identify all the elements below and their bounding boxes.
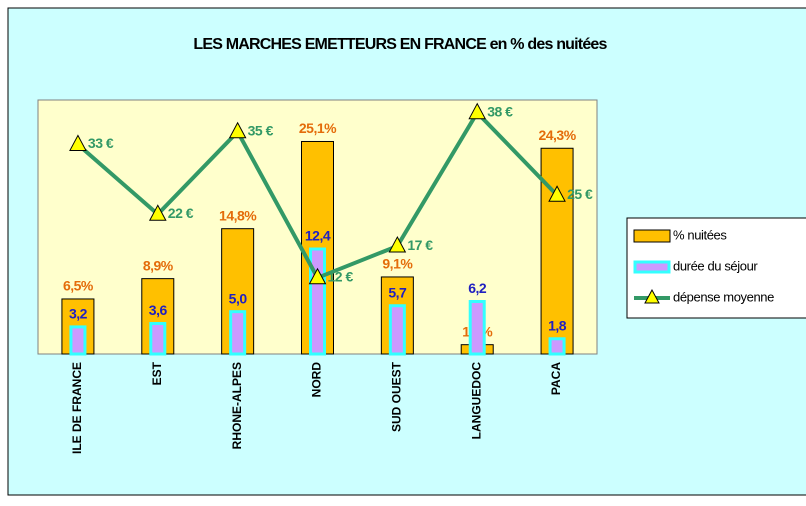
- bar: [468, 300, 486, 356]
- legend-label: % nuitées: [673, 227, 727, 242]
- data-label: 38 €: [487, 103, 513, 119]
- x-tick-label: ILE DE FRANCE: [70, 362, 84, 454]
- marker: [148, 204, 167, 221]
- marker: [548, 185, 566, 202]
- legend-swatch: [633, 260, 671, 274]
- legend-swatch: [644, 288, 660, 304]
- marker: [388, 235, 407, 253]
- data-label: 5,0: [229, 290, 248, 306]
- data-label: 33 €: [88, 135, 114, 151]
- data-label: 25 €: [567, 186, 593, 202]
- x-tick-label: SUD OUEST: [390, 361, 404, 432]
- data-label: 14,8%: [219, 207, 257, 223]
- marker: [308, 267, 327, 285]
- bar: [69, 325, 87, 356]
- x-tick-label: EST: [150, 361, 164, 385]
- legend-label: durée du séjour: [673, 258, 758, 273]
- data-label: 25,1%: [299, 120, 337, 136]
- data-label: 3,6: [149, 302, 168, 318]
- data-label: 8,9%: [143, 257, 174, 273]
- x-tick-label: NORD: [310, 362, 324, 398]
- data-label: 3,2: [69, 306, 88, 322]
- data-label: 17 €: [407, 237, 433, 253]
- data-label: 12,4: [305, 228, 331, 244]
- bar: [388, 304, 406, 356]
- data-label: 12 €: [328, 269, 354, 285]
- data-label: 24,3%: [538, 127, 576, 143]
- data-label: 22 €: [168, 205, 194, 221]
- x-tick-label: LANGUEDOC: [469, 362, 483, 440]
- data-label: 1,8: [548, 317, 567, 333]
- chart-title: LES MARCHES EMETTEURS EN FRANCE en % des…: [193, 36, 607, 53]
- marker: [468, 102, 487, 120]
- x-tick-label: PACA: [549, 362, 563, 395]
- legend-swatch: [633, 229, 671, 243]
- legend-label: dépense moyenne: [673, 289, 774, 304]
- bar: [229, 310, 247, 356]
- bar: [548, 337, 566, 356]
- marker: [69, 134, 87, 151]
- data-label: 9,1%: [382, 256, 413, 272]
- data-label: 35 €: [248, 122, 274, 138]
- data-label: 6,2: [468, 280, 487, 296]
- x-tick-label: RHONE-ALPES: [230, 362, 244, 449]
- data-label: 5,7: [388, 284, 407, 300]
- bar: [149, 322, 167, 356]
- marker: [228, 121, 247, 139]
- data-label: 6,5%: [63, 278, 94, 294]
